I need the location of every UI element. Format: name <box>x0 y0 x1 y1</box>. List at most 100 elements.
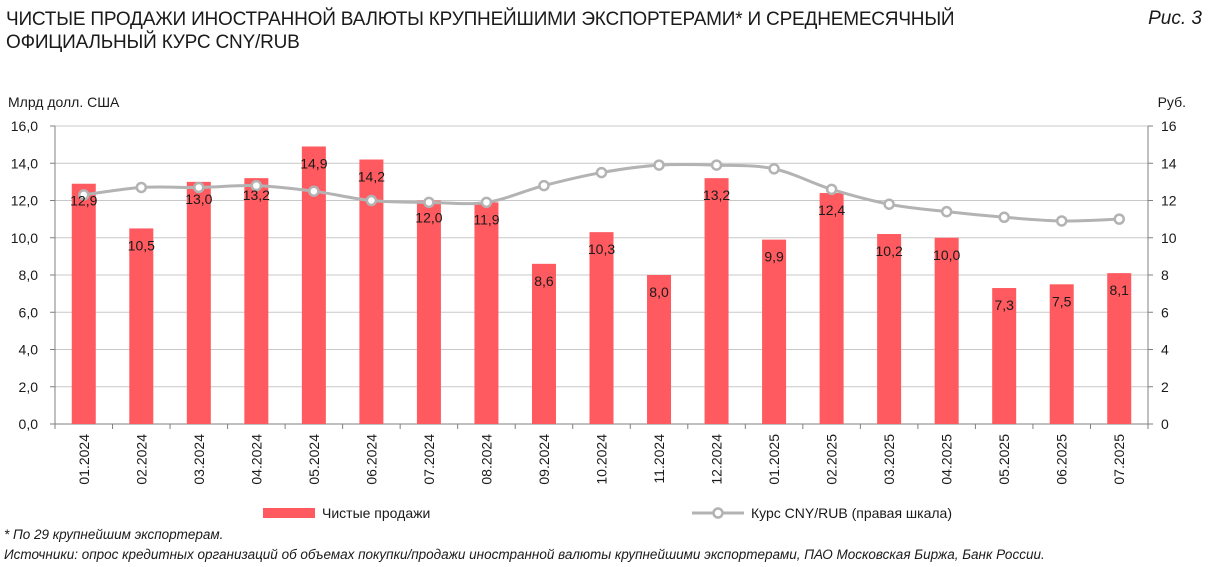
y-left-tick-label: 12,0 <box>11 193 38 209</box>
line-point <box>365 194 378 207</box>
y-left-tick-label: 16,0 <box>11 118 38 134</box>
line-point <box>710 159 723 171</box>
x-tick-label: 04.2024 <box>248 434 264 485</box>
y-right-tick-label: 2 <box>1161 379 1169 395</box>
y-right-tick-label: 4 <box>1161 342 1169 358</box>
x-tick-label: 06.2024 <box>363 434 379 485</box>
x-tick-label: 10.2024 <box>594 434 610 485</box>
line-point <box>653 159 665 171</box>
bar-data-label: 13,2 <box>703 187 730 203</box>
bar-data-label: 8,6 <box>534 273 554 289</box>
y-left-tick-label: 10,0 <box>11 230 38 246</box>
x-tick-label: 01.2024 <box>76 434 92 485</box>
sources-note: Источники: опрос кредитных организаций о… <box>4 547 1045 562</box>
bar-data-label: 12,4 <box>818 202 845 218</box>
y-left-tick-label: 2,0 <box>19 379 39 395</box>
line-point <box>193 181 205 194</box>
y-right-tick-label: 0 <box>1161 416 1169 432</box>
bar-data-label: 8,0 <box>649 284 669 300</box>
y-left-tick-label: 4,0 <box>19 342 39 358</box>
title-line-2: ОФИЦИАЛЬНЫЙ КУРС CNY/RUB <box>6 32 300 53</box>
x-tick-label: 08.2024 <box>478 434 494 485</box>
figure-label: Рис. 3 <box>1148 8 1202 29</box>
line-point <box>135 181 148 194</box>
bar <box>186 181 211 424</box>
line-point <box>595 166 608 179</box>
line-point <box>480 196 493 209</box>
bar-data-label: 10,2 <box>876 243 903 259</box>
line-point <box>423 196 435 209</box>
bar <box>762 239 787 424</box>
x-tick-label: 03.2025 <box>881 434 897 485</box>
line-point <box>1055 215 1068 227</box>
bar-data-label: 10,5 <box>128 237 155 253</box>
y-left-tick-label: 0,0 <box>19 416 39 432</box>
x-tick-label: 01.2025 <box>766 434 782 485</box>
line-point <box>1113 213 1125 225</box>
bar <box>416 200 441 424</box>
bar <box>1107 273 1132 424</box>
bar-data-label: 8,1 <box>1110 282 1130 298</box>
bar <box>474 202 499 424</box>
bar-data-label: 13,0 <box>185 191 212 207</box>
bar-data-label: 10,3 <box>588 241 615 257</box>
bar <box>589 232 614 424</box>
y-left-axis-label: Млрд долл. США <box>8 94 120 110</box>
line-point <box>768 163 780 175</box>
y-left-tick-label: 8,0 <box>19 267 39 283</box>
legend-marker-line <box>712 507 724 519</box>
bar-data-label: 7,5 <box>1052 293 1072 309</box>
line-point <box>308 185 320 197</box>
x-tick-label: 05.2024 <box>306 434 322 485</box>
x-tick-label: 05.2025 <box>996 434 1012 485</box>
bar <box>704 178 729 424</box>
x-tick-label: 02.2025 <box>824 434 840 485</box>
bar-data-label: 12,0 <box>415 210 442 226</box>
bar-data-label: 9,9 <box>764 249 784 265</box>
legend-label-line: Курс CNY/RUB (правая шкала) <box>751 505 952 521</box>
x-tick-label: 06.2025 <box>1054 434 1070 485</box>
bar <box>129 228 154 424</box>
y-left-tick-label: 14,0 <box>11 155 38 171</box>
bar-data-label: 12,9 <box>70 193 97 209</box>
bar-data-label: 13,2 <box>243 187 270 203</box>
line-point <box>998 211 1010 224</box>
bar <box>819 193 844 424</box>
bar-data-label: 11,9 <box>473 211 499 227</box>
legend-swatch-bars <box>263 508 315 518</box>
bar <box>647 275 672 424</box>
chart-title: ЧИСТЫЕ ПРОДАЖИ ИНОСТРАННОЙ ВАЛЮТЫ КРУПНЕ… <box>6 8 1066 54</box>
line-point <box>883 198 895 210</box>
footnote: * По 29 крупнейшим экспортерам. <box>4 527 224 542</box>
x-tick-label: 07.2024 <box>421 434 437 485</box>
bar-data-label: 14,2 <box>358 169 385 185</box>
y-right-tick-label: 14 <box>1161 155 1177 171</box>
bar <box>531 263 556 424</box>
bar <box>71 183 96 424</box>
bar <box>244 178 269 424</box>
legend-label-bars: Чистые продажи <box>322 505 430 521</box>
line-point <box>825 183 838 196</box>
bar-data-label: 7,3 <box>994 297 1014 313</box>
y-right-tick-label: 10 <box>1161 230 1177 246</box>
x-tick-label: 03.2024 <box>191 434 207 485</box>
title-line-1: ЧИСТЫЕ ПРОДАЖИ ИНОСТРАННОЙ ВАЛЮТЫ КРУПНЕ… <box>6 9 955 30</box>
bar-data-label: 10,0 <box>933 247 960 263</box>
x-tick-label: 02.2024 <box>133 434 149 485</box>
bar <box>1049 284 1074 424</box>
x-tick-label: 12.2024 <box>709 434 725 485</box>
bar <box>934 237 959 424</box>
line-point <box>78 189 90 201</box>
bar <box>877 234 902 424</box>
y-right-axis-label: Руб. <box>1158 94 1186 110</box>
x-tick-label: 04.2025 <box>939 434 955 485</box>
line-point <box>250 179 263 192</box>
y-right-tick-label: 16 <box>1161 118 1177 134</box>
line-point <box>538 179 550 192</box>
y-left-tick-label: 6,0 <box>19 304 39 320</box>
x-tick-label: 09.2024 <box>536 434 552 485</box>
y-right-tick-label: 12 <box>1161 193 1177 209</box>
bar <box>992 288 1017 424</box>
x-tick-label: 07.2025 <box>1111 434 1127 485</box>
